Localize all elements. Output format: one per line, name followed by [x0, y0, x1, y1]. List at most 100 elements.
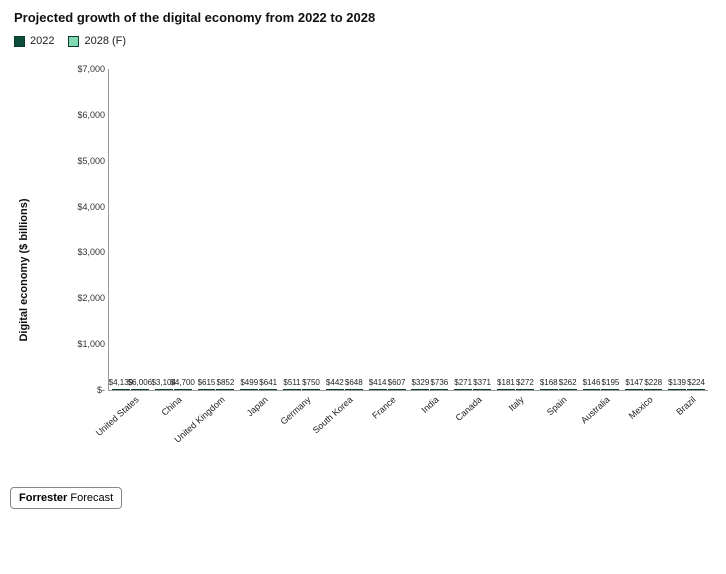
y-tick: $2,000: [65, 293, 105, 303]
bar: $146: [583, 389, 601, 390]
bar: $181: [497, 389, 515, 390]
bar-value-label: $228: [644, 378, 662, 387]
bar: $228: [644, 389, 662, 390]
bar-group: $442$648South Korea: [323, 389, 366, 390]
bar-value-label: $271: [454, 378, 472, 387]
bar-value-label: $6,006: [128, 378, 152, 387]
x-category-label: France: [370, 394, 398, 420]
legend-label: 2028 (F): [84, 35, 126, 47]
bar-value-label: $499: [240, 378, 258, 387]
bar-group: $615$852United Kingdom: [195, 389, 238, 390]
chart-title: Projected growth of the digital economy …: [14, 10, 712, 25]
bar: $3,104: [155, 389, 173, 390]
bar-value-label: $641: [259, 378, 277, 387]
legend-item-2022: 2022: [14, 35, 54, 47]
bar: $224: [687, 389, 705, 390]
plot: $4,139$6,006United States$3,104$4,700Chi…: [108, 69, 708, 391]
bar-value-label: $371: [473, 378, 491, 387]
bar: $6,006: [131, 389, 149, 390]
bar-group: $3,104$4,700China: [152, 389, 195, 390]
x-category-label: Canada: [453, 394, 483, 423]
y-axis-label: Digital economy ($ billions): [18, 198, 30, 341]
bar: $262: [559, 389, 577, 390]
x-category-label: Australia: [579, 394, 612, 425]
y-tick: $7,000: [65, 64, 105, 74]
bar-value-label: $272: [516, 378, 534, 387]
bar-group: $499$641Japan: [237, 389, 280, 390]
x-category-label: Spain: [545, 394, 569, 417]
bar: $511: [283, 389, 301, 390]
bar-value-label: $414: [369, 378, 387, 387]
bar: $271: [454, 389, 472, 390]
legend-swatch-2028: [68, 36, 79, 47]
bar: $139: [668, 389, 686, 390]
bar-value-label: $736: [430, 378, 448, 387]
bar: $147: [625, 389, 643, 390]
x-category-label: United States: [94, 394, 141, 438]
source-text: Forecast: [67, 492, 113, 504]
bar: $4,700: [174, 389, 192, 390]
bars-container: $4,139$6,006United States$3,104$4,700Chi…: [109, 69, 708, 390]
bar: $736: [430, 389, 448, 390]
bar-value-label: $195: [602, 378, 620, 387]
bar: $648: [345, 389, 363, 390]
source-badge: Forrester Forecast: [10, 487, 122, 509]
bar: $371: [473, 389, 491, 390]
chart-area: Digital economy ($ billions) $4,139$6,00…: [68, 55, 712, 485]
x-category-label: Brazil: [674, 394, 697, 416]
y-tick: $6,000: [65, 110, 105, 120]
bar-value-label: $329: [411, 378, 429, 387]
bar-value-label: $147: [625, 378, 643, 387]
x-category-label: Mexico: [627, 394, 655, 421]
x-category-label: Germany: [278, 394, 312, 426]
bar: $329: [411, 389, 429, 390]
bar: $414: [369, 389, 387, 390]
bar-value-label: $852: [217, 378, 235, 387]
bar: $615: [198, 389, 216, 390]
x-category-label: Italy: [507, 394, 526, 412]
x-category-label: Japan: [245, 394, 270, 418]
y-tick: $5,000: [65, 156, 105, 166]
bar: $852: [216, 389, 234, 390]
x-category-label: India: [419, 394, 440, 415]
bar-group: $4,139$6,006United States: [109, 389, 152, 390]
bar-value-label: $181: [497, 378, 515, 387]
x-category-label: China: [160, 394, 184, 417]
bar-value-label: $442: [326, 378, 344, 387]
bar: $195: [601, 389, 619, 390]
bar-group: $168$262Spain: [537, 389, 580, 390]
bar: $272: [516, 389, 534, 390]
bar: $750: [302, 389, 320, 390]
bar-group: $414$607France: [366, 389, 409, 390]
bar-value-label: $262: [559, 378, 577, 387]
bar-group: $511$750Germany: [280, 389, 323, 390]
bar-value-label: $146: [583, 378, 601, 387]
bar: $499: [240, 389, 258, 390]
bar-group: $147$228Mexico: [622, 389, 665, 390]
bar-group: $329$736India: [408, 389, 451, 390]
y-tick: $4,000: [65, 202, 105, 212]
legend-swatch-2022: [14, 36, 25, 47]
legend: 2022 2028 (F): [14, 35, 712, 47]
bar-value-label: $607: [388, 378, 406, 387]
bar-value-label: $168: [540, 378, 558, 387]
bar: $442: [326, 389, 344, 390]
bar-value-label: $648: [345, 378, 363, 387]
bar: $607: [388, 389, 406, 390]
bar-value-label: $750: [302, 378, 320, 387]
bar-value-label: $139: [668, 378, 686, 387]
bar: $641: [259, 389, 277, 390]
source-brand: Forrester: [19, 492, 67, 504]
x-category-label: South Korea: [311, 394, 355, 435]
y-tick: $1,000: [65, 339, 105, 349]
legend-item-2028: 2028 (F): [68, 35, 126, 47]
bar: $168: [540, 389, 558, 390]
y-tick: $-: [65, 385, 105, 395]
bar-group: $139$224Brazil: [665, 389, 708, 390]
bar-value-label: $224: [687, 378, 705, 387]
bar-group: $146$195Australia: [580, 389, 623, 390]
bar-group: $181$272Italy: [494, 389, 537, 390]
bar-group: $271$371Canada: [451, 389, 494, 390]
legend-label: 2022: [30, 35, 54, 47]
bar-value-label: $511: [283, 378, 300, 387]
